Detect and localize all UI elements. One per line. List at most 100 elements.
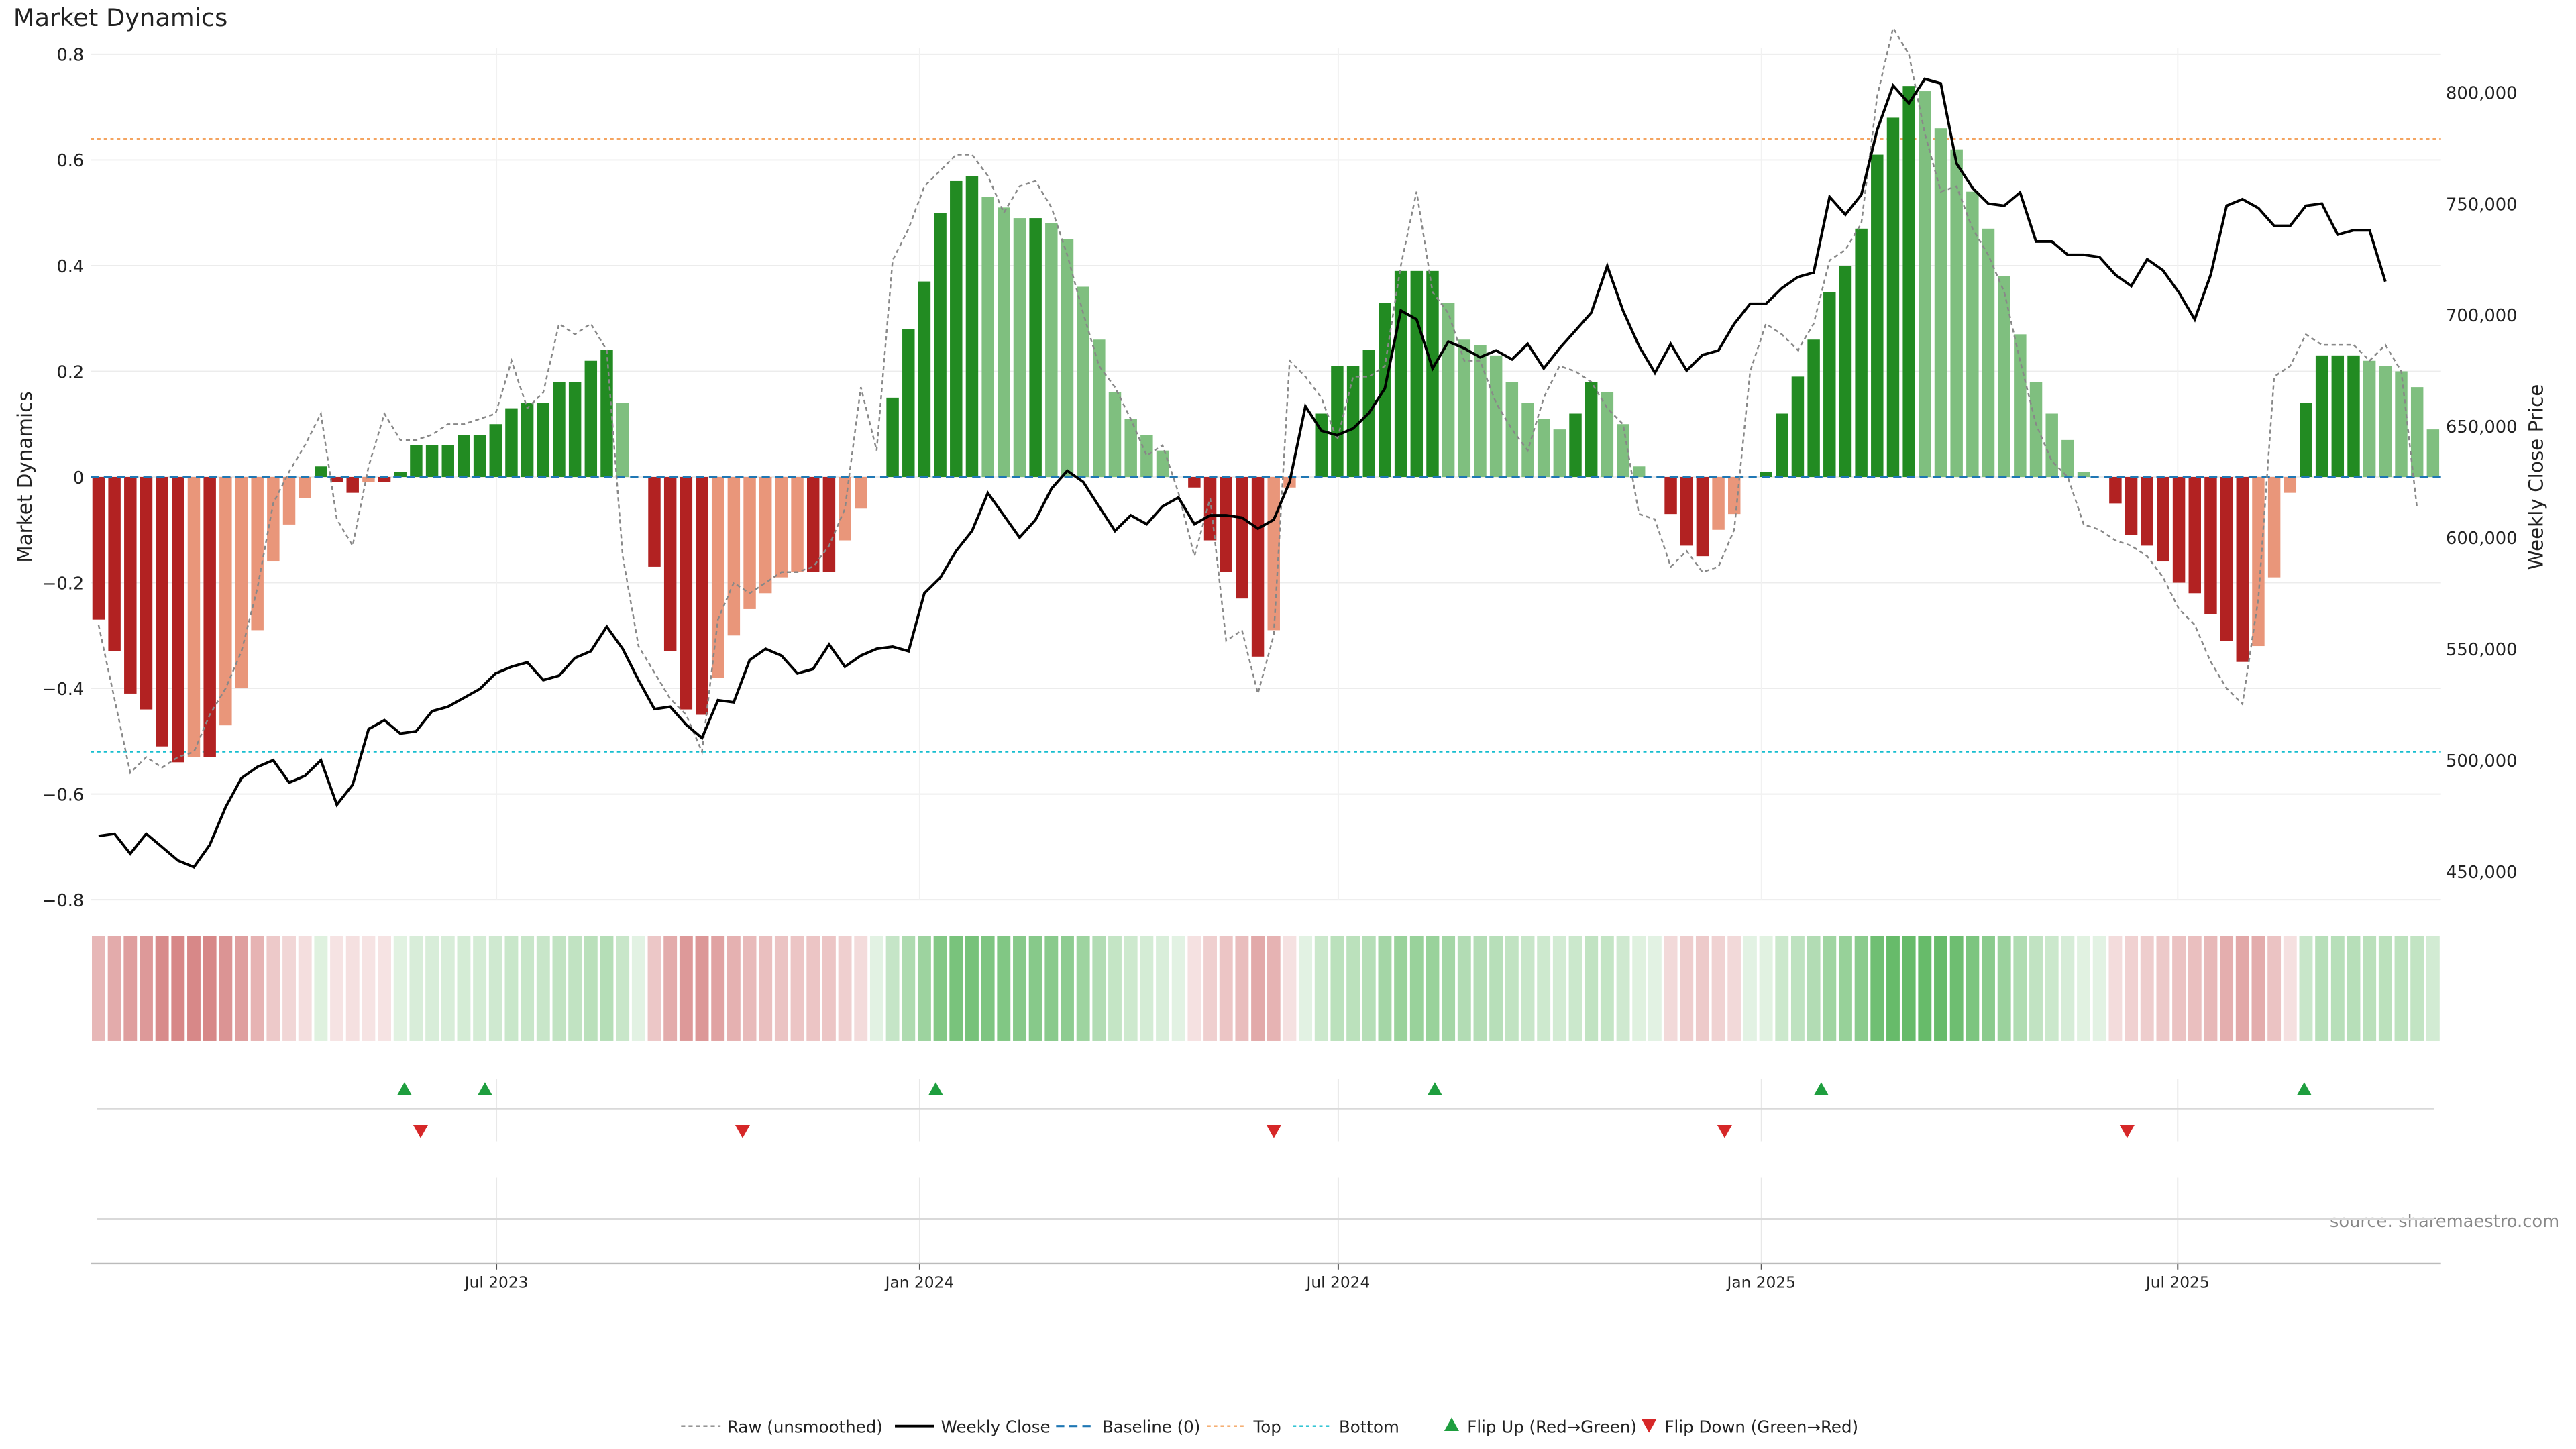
dynamics-bar <box>156 477 168 747</box>
heat-cell <box>2172 936 2186 1041</box>
heat-cell <box>473 936 487 1041</box>
dynamics-bar <box>839 477 851 541</box>
heat-cell <box>1061 936 1074 1041</box>
heat-cell <box>1314 936 1328 1041</box>
heat-cell <box>1727 936 1741 1041</box>
dynamics-bar <box>1807 339 1820 478</box>
dynamics-bar <box>1886 117 1900 478</box>
heat-cell <box>1807 936 1821 1041</box>
heat-cell <box>933 936 947 1041</box>
dynamics-bar <box>2188 477 2201 594</box>
heat-cell <box>869 936 883 1041</box>
dynamics-bar <box>330 477 343 482</box>
chart-title: Market Dynamics <box>13 3 227 32</box>
dynamics-bar <box>2426 429 2440 478</box>
dynamics-bar <box>1680 477 1693 546</box>
heat-cell <box>1695 936 1709 1041</box>
heat-cell <box>1537 936 1551 1041</box>
heat-cell <box>1775 936 1789 1041</box>
left-tick-label: −0.6 <box>42 785 85 805</box>
dynamics-bar <box>2061 439 2074 478</box>
left-tick-label: 0 <box>73 468 84 488</box>
dynamics-bar <box>2141 477 2153 546</box>
heat-cell <box>1521 936 1535 1041</box>
heat-cell <box>1235 936 1249 1041</box>
heat-cell <box>774 936 788 1041</box>
heat-cell <box>663 936 678 1041</box>
heat-cell <box>1378 936 1392 1041</box>
heat-cell <box>1140 936 1154 1041</box>
dynamics-bar <box>2315 355 2328 478</box>
heat-cell <box>330 936 343 1041</box>
dynamics-bar <box>1489 355 1503 478</box>
dynamics-bar <box>1220 477 1232 572</box>
heat-cell <box>521 936 535 1041</box>
dynamics-bar <box>2172 477 2186 583</box>
heat-cell <box>266 936 280 1041</box>
dynamics-bar <box>235 477 248 689</box>
dynamics-bar <box>2347 355 2360 478</box>
heat-cell <box>2077 936 2090 1041</box>
heat-cell <box>1028 936 1042 1041</box>
dynamics-bar <box>299 477 311 498</box>
heat-cell <box>1251 936 1265 1041</box>
dynamics-bar <box>2363 360 2376 478</box>
heat-cell <box>1299 936 1313 1041</box>
dynamics-bar <box>822 477 836 572</box>
heat-cell <box>2045 936 2059 1041</box>
heat-cell <box>2125 936 2139 1041</box>
heat-cell <box>1044 936 1059 1041</box>
dynamics-bar <box>950 180 963 478</box>
heat-cell <box>1346 936 1360 1041</box>
dynamics-bar <box>315 466 327 478</box>
heat-cell <box>1823 936 1837 1041</box>
heat-cell <box>1124 936 1138 1041</box>
heat-cell <box>631 936 645 1041</box>
heat-cell <box>2188 936 2202 1041</box>
heat-cell <box>647 936 661 1041</box>
heat-cell <box>1949 936 1964 1041</box>
dynamics-bar <box>1871 154 1884 478</box>
dynamics-bar <box>1664 477 1677 515</box>
left-tick-label: 0.6 <box>56 151 84 171</box>
dynamics-bar <box>92 477 105 620</box>
heat-cell <box>441 936 455 1041</box>
heat-cell <box>616 936 630 1041</box>
heat-cell <box>885 936 900 1041</box>
dynamics-bar <box>965 176 979 478</box>
heat-cell <box>219 936 233 1041</box>
heat-cell <box>1600 936 1614 1041</box>
dynamics-bar <box>1410 270 1424 478</box>
dynamics-bar <box>362 477 375 482</box>
dynamics-bar <box>521 402 534 478</box>
dynamics-bar <box>2029 382 2043 478</box>
flip-up-marker <box>2296 1082 2312 1095</box>
dynamics-bar <box>1776 413 1788 478</box>
left-tick-label: 0.2 <box>56 362 84 382</box>
heat-cell <box>1918 936 1932 1041</box>
legend-label: Raw (unsmoothed) <box>727 1417 883 1436</box>
heat-cell <box>1171 936 1185 1041</box>
dynamics-bar <box>410 445 423 478</box>
x-tick-label: Jul 2025 <box>2145 1274 2210 1292</box>
heat-cell <box>250 936 264 1041</box>
dynamics-bar <box>1632 466 1646 478</box>
dynamics-bar <box>600 350 613 478</box>
heat-cell <box>2299 936 2313 1041</box>
heat-cell <box>1839 936 1852 1041</box>
flip-up-marker <box>477 1082 492 1095</box>
heat-cell <box>504 936 519 1041</box>
heat-cell <box>409 936 423 1041</box>
heat-cell <box>1394 936 1408 1041</box>
dynamics-bar <box>1458 339 1471 478</box>
heat-cell <box>2108 936 2123 1041</box>
heat-cell <box>806 936 820 1041</box>
dynamics-bar <box>2379 366 2392 478</box>
heat-cell <box>2267 936 2282 1041</box>
dynamics-bar <box>918 281 931 478</box>
right-axis-label: Weekly Close Price <box>2525 384 2548 570</box>
heat-cell <box>727 936 741 1041</box>
dynamics-bar <box>473 435 486 478</box>
dynamics-bar <box>425 445 439 478</box>
